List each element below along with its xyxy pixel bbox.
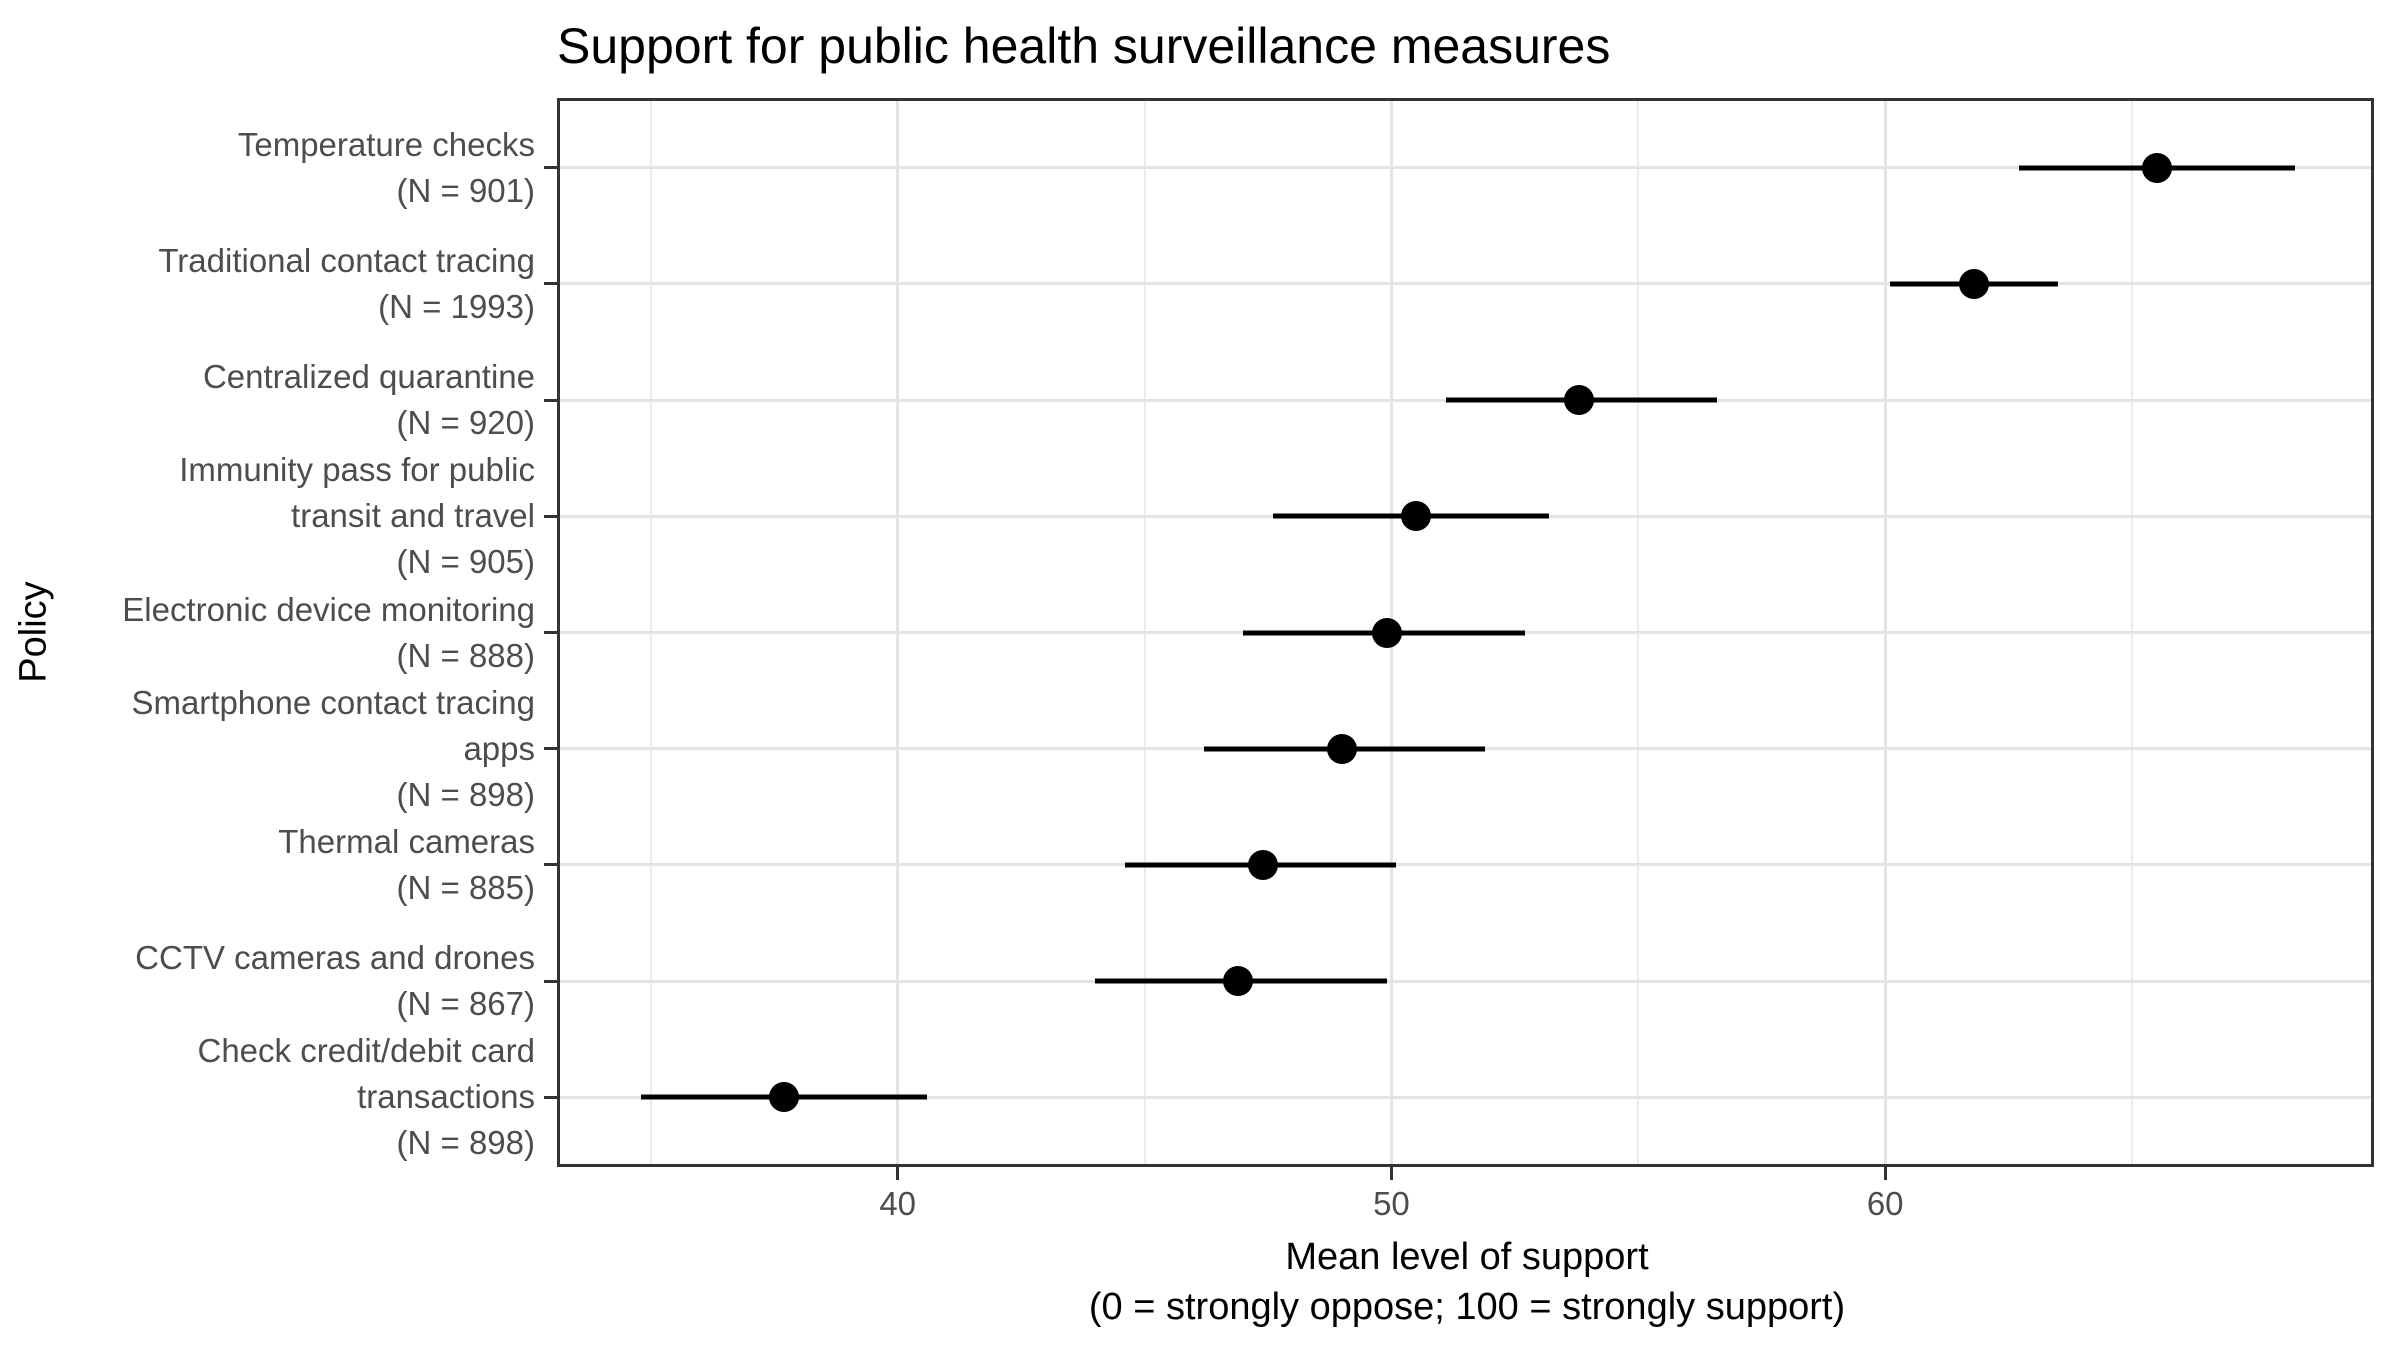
y-tick — [544, 166, 557, 170]
h-gridline — [557, 282, 2374, 286]
h-gridline — [557, 1095, 2374, 1099]
x-axis-title-line2: (0 = strongly oppose; 100 = strongly sup… — [1088, 1286, 1846, 1328]
point-estimate — [1223, 966, 1254, 997]
y-tick-label: Electronic device monitoring (N = 888) — [122, 590, 535, 674]
x-axis-title: Mean level of support (0 = strongly oppo… — [1089, 1232, 1845, 1332]
x-tick — [896, 1167, 900, 1180]
point-estimate — [1401, 501, 1432, 532]
y-tick-label: Check credit/debit card transactions (N … — [197, 1032, 536, 1162]
x-tick — [1883, 1167, 1887, 1180]
h-gridline — [557, 979, 2374, 983]
y-tick — [544, 514, 557, 518]
x-tick-label: 50 — [1373, 1185, 1410, 1222]
point-estimate — [2141, 152, 2172, 183]
y-tick — [544, 282, 557, 286]
y-tick-label: Smartphone contact tracing apps (N = 898… — [131, 683, 535, 813]
y-tick-label: Centralized quarantine (N = 920) — [202, 358, 535, 442]
h-gridline — [557, 166, 2374, 170]
y-tick — [544, 398, 557, 402]
y-tick — [544, 1095, 557, 1099]
x-axis-title-line1: Mean level of support — [1285, 1236, 1649, 1278]
point-estimate — [1959, 268, 1990, 299]
y-tick-label: CCTV cameras and drones (N = 867) — [135, 939, 535, 1023]
point-estimate — [1371, 617, 1402, 648]
x-tick-label: 40 — [879, 1185, 917, 1222]
y-tick-label: Temperature checks (N = 901) — [237, 125, 535, 209]
y-tick — [544, 979, 557, 983]
y-tick — [544, 747, 557, 751]
point-estimate — [769, 1082, 800, 1113]
y-tick-label: Thermal cameras (N = 885) — [278, 822, 535, 906]
point-estimate — [1564, 385, 1595, 416]
x-tick-label: 60 — [1866, 1185, 1904, 1222]
plot-title: Support for public health surveillance m… — [557, 18, 1611, 74]
y-tick-label: Traditional contact tracing (N = 1993) — [158, 241, 535, 325]
x-tick — [1389, 1167, 1393, 1180]
y-tick — [544, 863, 557, 867]
y-tick-label: Immunity pass for public transit and tra… — [179, 451, 535, 581]
point-estimate — [1248, 849, 1279, 880]
h-gridline — [557, 863, 2374, 867]
point-estimate — [1327, 733, 1358, 764]
y-tick — [544, 631, 557, 634]
